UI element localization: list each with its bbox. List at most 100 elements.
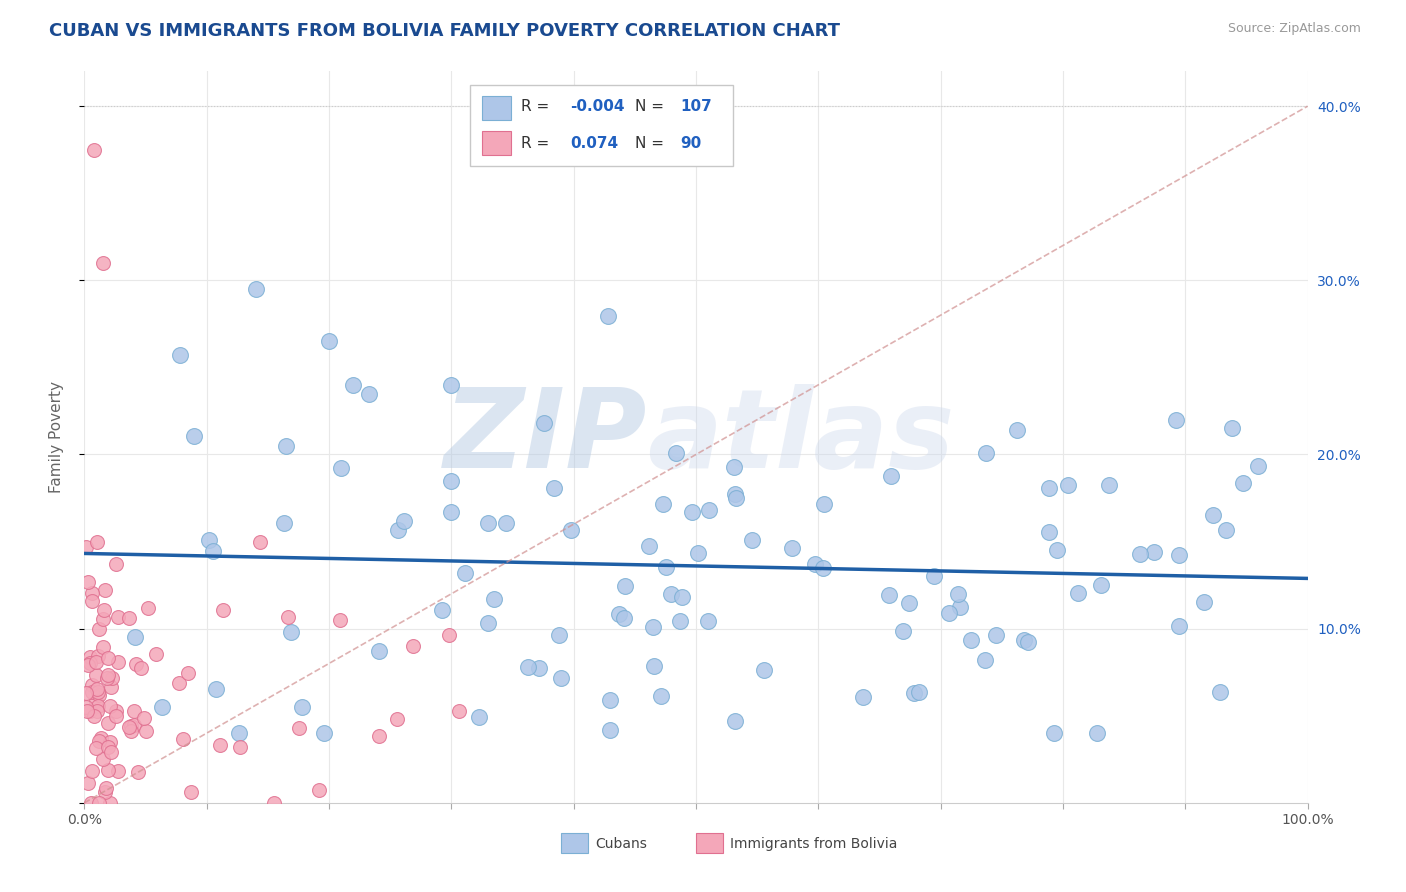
Point <box>80 796 103 810</box>
Point <box>120 724 142 739</box>
Point <box>543 481 565 495</box>
Point <box>922 569 945 583</box>
Point <box>118 611 141 625</box>
Point <box>318 334 340 349</box>
Point <box>83 708 105 723</box>
Text: N =: N = <box>636 136 669 151</box>
Point <box>96 671 118 685</box>
Point <box>118 720 141 734</box>
Point <box>671 590 693 604</box>
Point <box>84 694 107 708</box>
Point <box>79 657 101 671</box>
Point <box>725 491 748 505</box>
Point <box>974 653 997 667</box>
Point <box>1232 475 1254 490</box>
Point <box>1017 635 1039 649</box>
Point <box>329 613 352 627</box>
Point <box>1090 578 1112 592</box>
Point <box>273 516 295 530</box>
Point <box>89 622 111 636</box>
Point <box>263 796 285 810</box>
Point <box>120 719 142 733</box>
Text: ZIP: ZIP <box>443 384 647 491</box>
Text: R =: R = <box>522 99 554 114</box>
Point <box>650 690 672 704</box>
Point <box>614 579 637 593</box>
Point <box>392 514 415 528</box>
Text: N =: N = <box>636 99 669 114</box>
Point <box>172 731 194 746</box>
Point <box>228 726 250 740</box>
Point <box>1098 478 1121 492</box>
Point <box>76 704 98 718</box>
Point <box>723 714 745 728</box>
Point <box>229 740 252 755</box>
Point <box>329 460 352 475</box>
Point <box>984 628 1007 642</box>
Point <box>1167 549 1189 563</box>
Point <box>129 660 152 674</box>
Point <box>665 446 688 460</box>
Point <box>134 711 156 725</box>
Point <box>91 640 114 654</box>
Point <box>97 715 120 730</box>
Point <box>280 625 302 640</box>
Point <box>176 665 198 680</box>
Point <box>90 731 112 745</box>
Point <box>681 505 703 519</box>
Point <box>91 256 114 270</box>
Point <box>946 587 969 601</box>
Text: 0.074: 0.074 <box>569 136 619 151</box>
Point <box>208 738 231 752</box>
Point <box>1038 524 1060 539</box>
Point <box>91 752 114 766</box>
Point <box>100 672 122 686</box>
Point <box>1085 726 1108 740</box>
Point <box>76 776 98 790</box>
Point <box>79 649 101 664</box>
Point <box>87 796 110 810</box>
Point <box>80 764 103 779</box>
Bar <box>696 833 723 853</box>
Point <box>752 663 775 677</box>
Point <box>903 686 925 700</box>
Point <box>312 726 335 740</box>
Point <box>367 644 389 658</box>
Point <box>974 446 997 460</box>
Point <box>180 785 202 799</box>
Point <box>938 606 960 620</box>
Point <box>183 428 205 442</box>
Point <box>96 668 118 682</box>
Point <box>724 486 747 500</box>
Point <box>852 690 875 705</box>
Point <box>100 680 122 694</box>
Point <box>357 386 380 401</box>
Point <box>277 610 299 624</box>
Point <box>87 688 110 702</box>
Point <box>212 602 235 616</box>
Point <box>484 591 506 606</box>
Text: 107: 107 <box>681 99 711 114</box>
Point <box>98 698 121 713</box>
Point <box>447 704 470 718</box>
Point <box>86 534 108 549</box>
Point <box>124 657 146 671</box>
Point <box>550 671 572 685</box>
Point <box>898 596 921 610</box>
Point <box>167 676 190 690</box>
Point <box>1066 586 1088 600</box>
Point <box>437 628 460 642</box>
Text: Source: ZipAtlas.com: Source: ZipAtlas.com <box>1227 22 1361 36</box>
Point <box>84 655 107 669</box>
Point <box>560 523 582 537</box>
Y-axis label: Family Poverty: Family Poverty <box>49 381 63 493</box>
Point <box>80 594 103 608</box>
Point <box>75 700 97 714</box>
Point <box>205 682 228 697</box>
Point <box>813 497 835 511</box>
Point <box>97 764 120 778</box>
Point <box>276 440 298 454</box>
Point <box>1192 595 1215 609</box>
Point <box>637 540 659 554</box>
FancyBboxPatch shape <box>470 85 733 167</box>
